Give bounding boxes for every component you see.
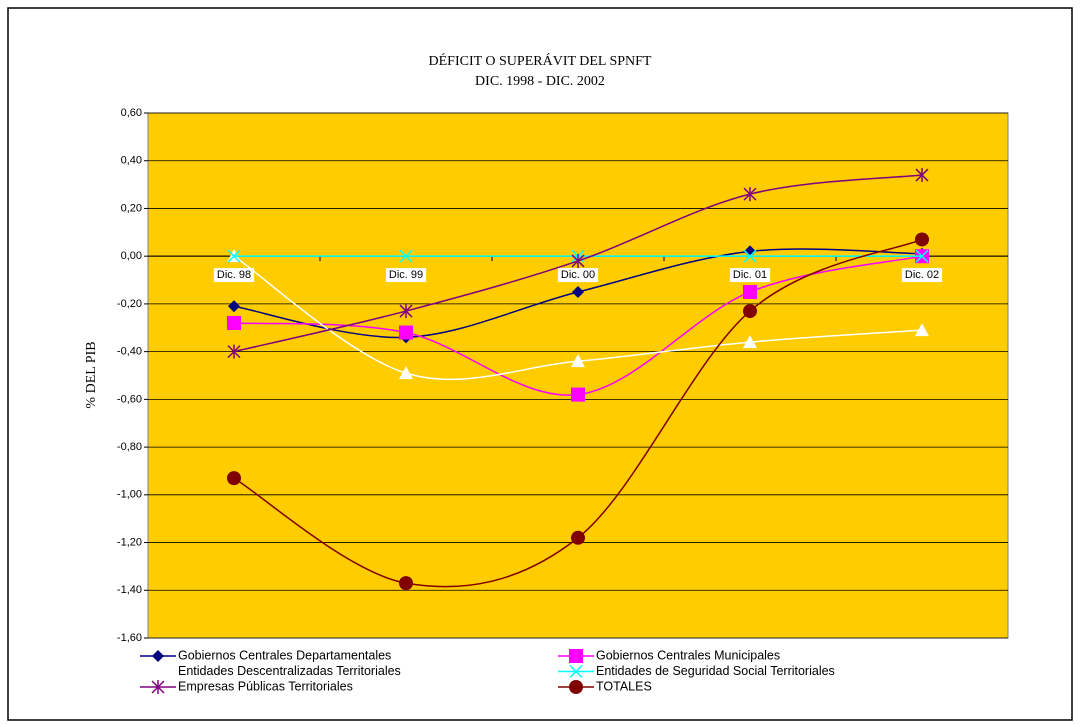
- marker: [572, 285, 584, 298]
- legend-marker: [569, 680, 583, 694]
- x-tick-label: Dic. 01: [733, 269, 767, 281]
- legend-label: Entidades de Seguridad Social Territoria…: [596, 664, 835, 678]
- marker: [571, 253, 585, 268]
- y-tick-label: 0,20: [121, 202, 142, 214]
- x-tick-label: Dic. 00: [561, 269, 595, 281]
- x-tick-label-box: [385, 268, 427, 283]
- marker: [399, 366, 413, 380]
- x-tick-label: Dic. 02: [905, 269, 939, 281]
- marker: [399, 304, 413, 319]
- marker: [571, 387, 585, 402]
- marker: [743, 284, 757, 299]
- x-tick-label: Dic. 98: [217, 269, 251, 281]
- marker: [915, 323, 929, 337]
- x-tick-label-box: [729, 268, 771, 283]
- legend-marker: [569, 649, 583, 663]
- legend-label: Entidades Descentralizadas Territoriales: [178, 664, 401, 678]
- chart-subtitle: DIC. 1998 - DIC. 2002: [475, 74, 605, 89]
- x-tick-label-box: [213, 268, 255, 283]
- marker: [399, 249, 413, 263]
- y-tick-label: -0,80: [117, 441, 142, 453]
- x-tick-label-box: [901, 268, 943, 283]
- marker: [227, 316, 241, 330]
- marker: [399, 576, 413, 591]
- y-tick-label: -0,60: [117, 393, 142, 405]
- y-tick-label: 0,40: [121, 155, 142, 167]
- y-axis-label: % DEL PIB: [84, 341, 99, 408]
- marker: [743, 304, 757, 319]
- y-tick-label: 0,00: [121, 250, 142, 262]
- y-tick-label: -0,20: [117, 298, 142, 310]
- legend-label: Empresas Públicas Territoriales: [178, 679, 353, 693]
- marker: [571, 354, 585, 368]
- y-tick-label: -1,60: [117, 632, 142, 644]
- x-tick-label-box: [557, 268, 599, 283]
- y-tick-label: -1,20: [117, 536, 142, 548]
- legend-label: Gobiernos Centrales Departamentales: [178, 648, 391, 662]
- y-tick-label: -1,40: [117, 584, 142, 596]
- marker: [915, 168, 929, 183]
- y-tick-label: -1,00: [117, 489, 142, 501]
- chart-title: DÉFICIT O SUPERÁVIT DEL SPNFT: [429, 52, 652, 69]
- marker: [743, 335, 757, 349]
- marker: [227, 249, 241, 263]
- marker: [744, 245, 756, 258]
- legend-label: TOTALES: [596, 679, 652, 693]
- marker: [915, 232, 929, 247]
- marker: [227, 471, 241, 486]
- legend-marker: [151, 664, 165, 678]
- x-tick-label: Dic. 99: [389, 269, 423, 281]
- marker: [571, 530, 585, 545]
- legend-marker: [152, 650, 164, 662]
- legend-label: Gobiernos Centrales Municipales: [596, 648, 780, 662]
- marker: [915, 249, 929, 263]
- marker: [743, 249, 757, 263]
- marker: [228, 300, 240, 313]
- legend-marker: [151, 680, 165, 694]
- marker: [399, 325, 413, 340]
- y-tick-label: -0,40: [117, 346, 142, 358]
- marker: [227, 344, 241, 359]
- legend-marker: [569, 664, 583, 679]
- plot-area: [147, 112, 1009, 639]
- y-tick-label: 0,60: [121, 107, 142, 119]
- marker: [743, 187, 757, 202]
